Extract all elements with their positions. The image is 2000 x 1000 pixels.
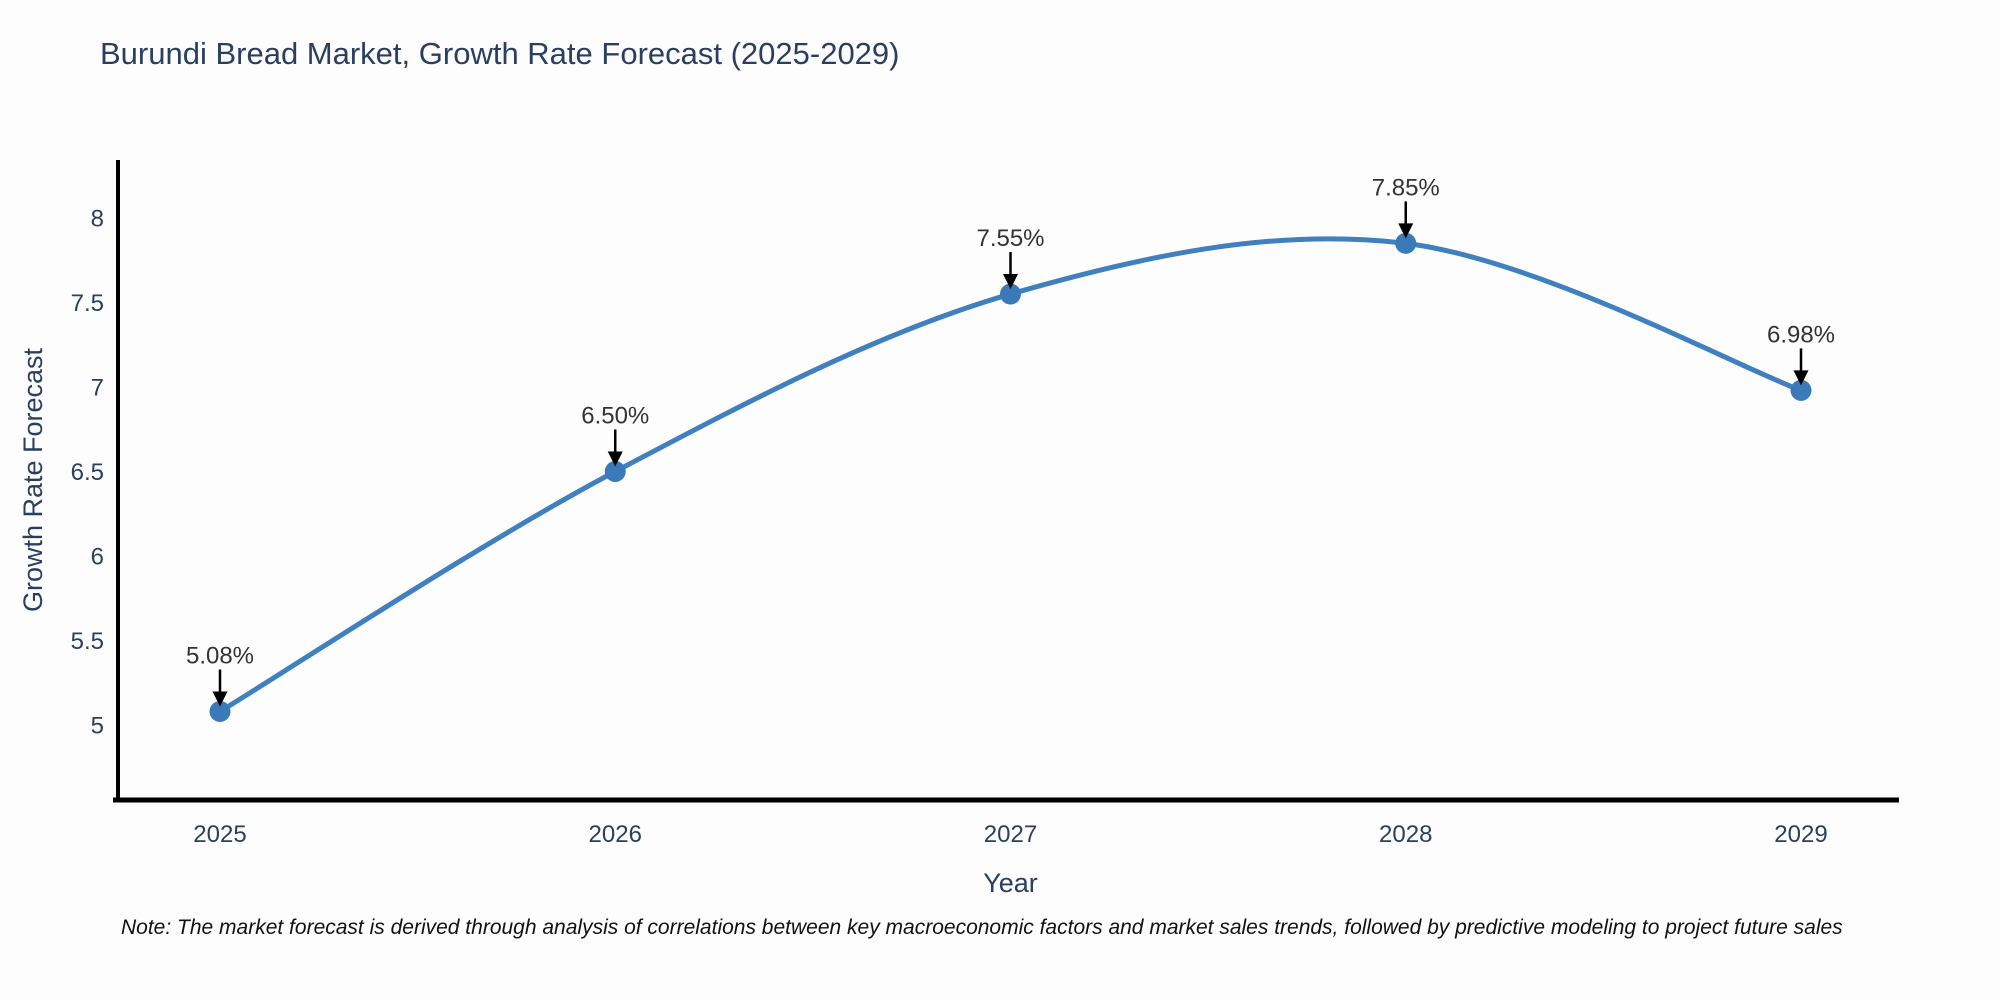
y-tick-label: 5 (91, 712, 104, 739)
y-tick-label: 8 (91, 205, 104, 232)
y-tick-label: 6.5 (71, 459, 104, 486)
x-tick-label: 2025 (193, 821, 246, 848)
data-point-marker (1790, 379, 1812, 401)
annotation-label: 6.50% (581, 403, 649, 430)
y-tick-label: 5.5 (71, 628, 104, 655)
y-tick-label: 7.5 (71, 290, 104, 317)
y-tick-label: 6 (91, 543, 104, 570)
annotation-label: 7.55% (976, 225, 1044, 252)
x-tick-label: 2028 (1379, 821, 1432, 848)
annotation-arrow-head (1793, 370, 1809, 386)
y-tick-label: 7 (91, 374, 104, 401)
y-axis-title: Growth Rate Forecast (18, 347, 48, 612)
data-point-marker (209, 700, 231, 722)
x-tick-label: 2029 (1774, 821, 1827, 848)
annotation-label: 6.98% (1767, 321, 1835, 348)
annotation-arrow-head (212, 691, 228, 707)
annotation-label: 7.85% (1372, 174, 1440, 201)
x-tick-label: 2026 (589, 821, 642, 848)
annotation-arrow-head (607, 451, 623, 467)
annotation-arrow-head (1003, 274, 1018, 290)
forecast-line (217, 236, 1804, 714)
annotation-label: 5.08% (186, 642, 254, 669)
annotation-arrow-head (1398, 223, 1414, 239)
data-point-marker (1395, 232, 1417, 254)
footnote: Note: The market forecast is derived thr… (121, 916, 1843, 939)
chart-title: Burundi Bread Market, Growth Rate Foreca… (100, 36, 900, 71)
x-tick-label: 2027 (984, 821, 1037, 848)
data-point-marker (604, 461, 626, 482)
x-axis-title: Year (983, 868, 1038, 898)
data-point-marker (1000, 283, 1021, 305)
